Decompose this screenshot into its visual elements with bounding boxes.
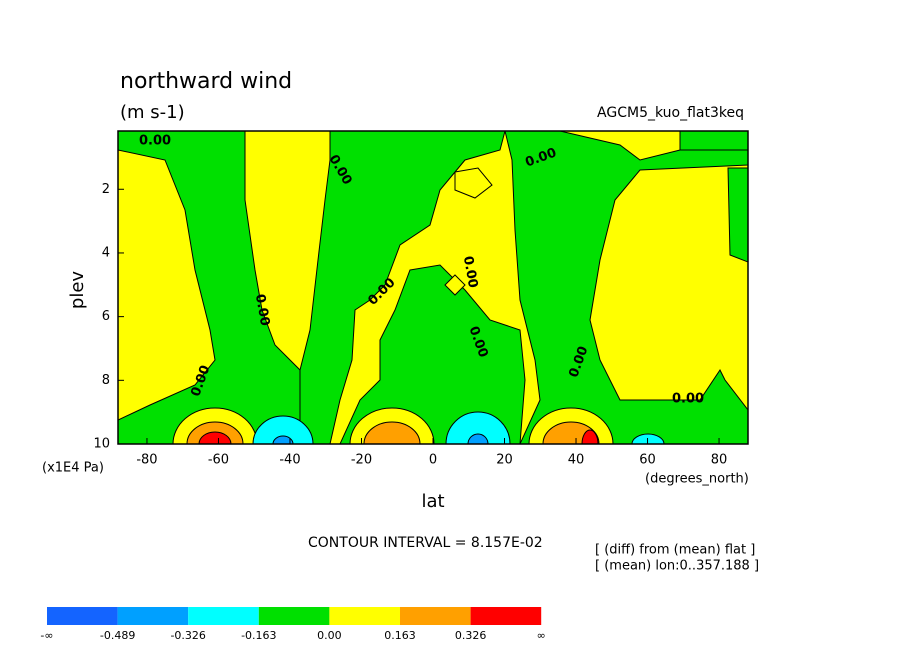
plot-area: 0.000.00 0.000.000.000.000.000.000.000.00 (118, 131, 748, 444)
x-tick-label: -20 (351, 453, 372, 468)
contour-label: 0.00 (672, 392, 704, 407)
colorbar-label: 0.00 (317, 629, 342, 642)
colorbar-swatch (329, 607, 400, 625)
y-tick-label: 10 (93, 437, 110, 452)
y-tick-label: 4 (102, 245, 110, 260)
x-tick-label: 60 (639, 453, 656, 468)
contour-fill (198, 431, 232, 444)
y-tick-label: 2 (102, 182, 110, 197)
colorbar-label: -∞ (40, 629, 53, 642)
x-tick-label: 40 (568, 453, 585, 468)
chart-title: northward wind (120, 69, 292, 94)
x-axis-label: lat (421, 491, 444, 512)
contour-fill (363, 421, 421, 444)
colorbar-label: -0.326 (170, 629, 205, 642)
colorbar-swatch (47, 607, 118, 625)
colorbar-swatch (258, 607, 330, 625)
contour-label: 0.00 (460, 255, 480, 289)
colorbar-swatch (400, 607, 471, 625)
experiment-label: AGCM5_kuo_flat3keq (597, 105, 744, 121)
colorbar-swatch (188, 607, 259, 625)
colorbar-label: ∞ (537, 629, 546, 642)
x-tick-label: -40 (279, 453, 300, 468)
contour-fill (118, 131, 301, 444)
x-tick-label: 20 (496, 453, 513, 468)
contour-label: 0.00 (139, 134, 171, 149)
chart-subtitle: (m s-1) (120, 102, 185, 123)
x-tick-label: 80 (711, 453, 728, 468)
contour-interval: CONTOUR INTERVAL = 8.157E-02 (308, 535, 543, 551)
colorbar-swatch (470, 607, 542, 625)
contour-fill (445, 411, 511, 444)
colorbar-label: 0.326 (455, 629, 487, 642)
x-tick-label: -80 (136, 453, 157, 468)
contour-fill (299, 131, 506, 444)
colorbar-swatch (117, 607, 189, 625)
contour-fill (252, 415, 314, 444)
note: [ (mean) lon:0..357.188 ] (595, 559, 759, 574)
contour-fill (339, 264, 526, 444)
colorbar-label: -0.163 (241, 629, 276, 642)
x-tick-label: 0 (429, 453, 437, 468)
contour-fill (727, 167, 748, 263)
contour-fill (581, 429, 599, 444)
contour-fill (467, 433, 489, 444)
colorbar-label: -0.489 (100, 629, 135, 642)
note: [ (diff) from (mean) flat ] (595, 543, 755, 558)
y-tick-label: 6 (102, 309, 110, 324)
y-units: (x1E4 Pa) (42, 461, 104, 476)
contour-label: 0.00 (252, 293, 272, 327)
y-axis-label: plev (67, 271, 88, 310)
contour-fill (679, 131, 748, 151)
x-units: (degrees_north) (645, 472, 749, 487)
y-tick-label: 8 (102, 373, 110, 388)
contour-fill (454, 167, 493, 199)
colorbar-label: 0.163 (384, 629, 416, 642)
contour-fill (272, 435, 294, 444)
contour-fill (444, 274, 466, 296)
x-tick-label: -60 (208, 453, 229, 468)
